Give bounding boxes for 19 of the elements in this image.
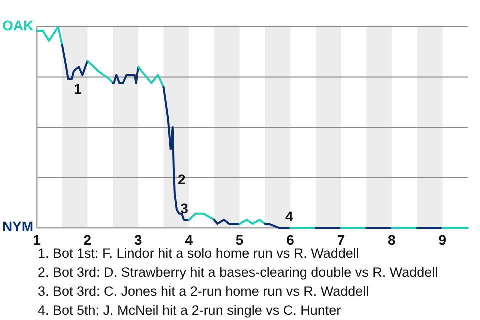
- text: 1. Bot 1st: F. Lindor hit a solo home run vs R. Waddell: [38, 246, 360, 261]
- text: OAK: [2, 18, 34, 34]
- text: NYM: [2, 218, 34, 235]
- x-tick-label: 8: [388, 232, 396, 248]
- text: 3. Bot 3rd: C. Jones hit a 2-run home run vs R. Waddell: [38, 284, 370, 299]
- x-tick-label: 3: [134, 232, 143, 248]
- x-tick-label: 7: [337, 232, 346, 248]
- x-tick-label: 6: [286, 232, 295, 248]
- annotation: 4: [286, 208, 294, 225]
- annotation: 1: [74, 80, 82, 97]
- annotation: 3: [180, 200, 189, 217]
- x-tick-label: 1: [33, 232, 42, 248]
- annotation: 2: [178, 171, 186, 188]
- text: 4. Bot 5th: J. McNeil hit a 2-run single vs C. Hunter: [38, 303, 342, 318]
- text: 2. Bot 3rd: D. Strawberry hit a bases-clearing double vs R. Waddell: [38, 265, 438, 280]
- x-tick-label: 9: [438, 232, 447, 248]
- x-tick-label: 2: [84, 232, 92, 248]
- x-tick-label: 4: [185, 232, 194, 248]
- x-tick-label: 5: [236, 232, 244, 248]
